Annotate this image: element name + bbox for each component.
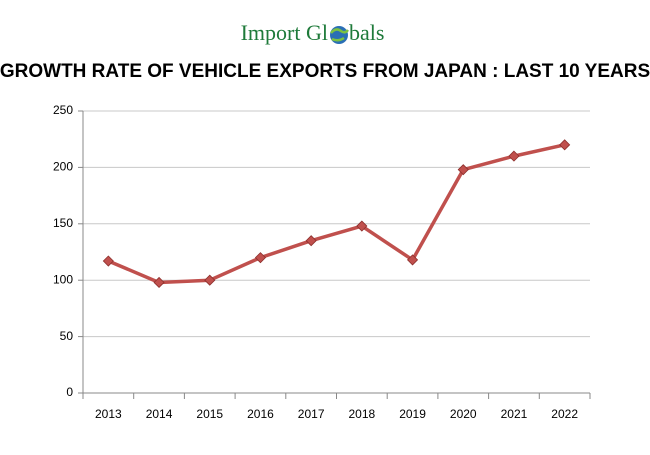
data-point [457, 164, 469, 176]
data-point [305, 235, 317, 247]
data-point [102, 255, 114, 267]
series-line [107, 143, 566, 285]
data-point [356, 220, 368, 232]
x-tick-label: 2017 [298, 407, 325, 421]
x-tick-label: 2016 [247, 407, 274, 421]
data-point [254, 252, 267, 264]
brand-part: bals [349, 20, 384, 45]
y-tick-label: 200 [53, 160, 73, 174]
chart-title: GROWTH RATE OF VEHICLE EXPORTS FROM JAPA… [0, 61, 650, 82]
y-tick-label: 0 [66, 385, 73, 399]
x-tick-label: 2020 [450, 407, 477, 421]
x-tick-label: 2015 [196, 407, 223, 421]
x-tick-label: 2021 [501, 407, 528, 421]
y-tick-label: 250 [53, 103, 73, 117]
data-point [508, 150, 520, 162]
data-point [559, 139, 571, 151]
y-tick-label: 100 [53, 272, 73, 286]
x-tick-label: 2014 [146, 407, 173, 421]
y-tick-label: 150 [53, 216, 73, 230]
brand-part: Import Gl [241, 20, 328, 45]
data-point [153, 276, 165, 289]
data-point [204, 274, 216, 286]
data-point [406, 254, 419, 266]
globe-icon [330, 26, 349, 44]
x-tick-label: 2013 [95, 407, 122, 421]
x-tick-label: 2019 [399, 407, 426, 421]
x-tick-label: 2022 [551, 407, 578, 421]
y-tick-label: 50 [60, 329, 74, 343]
x-tick-label: 2018 [348, 407, 375, 421]
